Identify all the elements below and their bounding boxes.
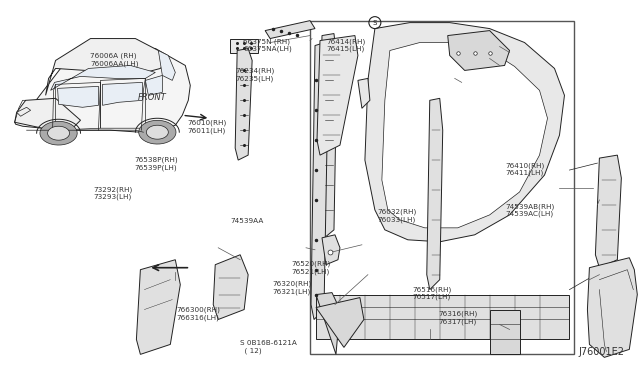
Text: 76520(RH)
76521(LH): 76520(RH) 76521(LH) bbox=[291, 260, 330, 275]
Polygon shape bbox=[15, 45, 190, 132]
Text: FRONT: FRONT bbox=[138, 93, 167, 102]
Text: 76320(RH)
76321(LH): 76320(RH) 76321(LH) bbox=[272, 281, 311, 295]
Polygon shape bbox=[322, 235, 340, 265]
Text: 74539AA: 74539AA bbox=[230, 218, 264, 224]
Polygon shape bbox=[47, 126, 70, 140]
Polygon shape bbox=[15, 98, 81, 128]
Text: 76410(RH)
76411(LH): 76410(RH) 76411(LH) bbox=[505, 162, 545, 176]
Polygon shape bbox=[147, 125, 168, 139]
Polygon shape bbox=[427, 98, 443, 290]
Text: 76006A (RH)
76006AA(LH): 76006A (RH) 76006AA(LH) bbox=[90, 53, 139, 67]
Polygon shape bbox=[136, 260, 180, 355]
Polygon shape bbox=[358, 78, 370, 108]
Polygon shape bbox=[365, 23, 564, 242]
Polygon shape bbox=[588, 258, 637, 357]
Text: 76234(RH)
76235(LH): 76234(RH) 76235(LH) bbox=[236, 68, 275, 82]
Text: 76414(RH)
76415(LH): 76414(RH) 76415(LH) bbox=[326, 38, 365, 52]
Text: 66375N (RH)
66375NA(LH): 66375N (RH) 66375NA(LH) bbox=[243, 38, 292, 52]
Polygon shape bbox=[158, 51, 175, 80]
Text: 74539AB(RH)
74539AC(LH): 74539AB(RH) 74539AC(LH) bbox=[505, 203, 554, 217]
Polygon shape bbox=[213, 255, 248, 320]
Text: 76538P(RH)
76539P(LH): 76538P(RH) 76539P(LH) bbox=[135, 157, 179, 171]
Text: S 0B16B-6121A
  ( 12): S 0B16B-6121A ( 12) bbox=[240, 340, 297, 354]
Text: J76001E2: J76001E2 bbox=[579, 347, 625, 357]
Polygon shape bbox=[45, 39, 165, 95]
Polygon shape bbox=[316, 295, 570, 339]
Text: 766300(RH)
766316(LH): 766300(RH) 766316(LH) bbox=[176, 307, 220, 321]
Text: 76316(RH)
76317(LH): 76316(RH) 76317(LH) bbox=[438, 311, 477, 324]
Text: 76010(RH)
76011(LH): 76010(RH) 76011(LH) bbox=[188, 120, 227, 134]
Text: 76032(RH)
76033(LH): 76032(RH) 76033(LH) bbox=[378, 209, 417, 223]
Polygon shape bbox=[595, 155, 621, 268]
Polygon shape bbox=[145, 76, 163, 95]
Polygon shape bbox=[317, 36, 358, 155]
Polygon shape bbox=[316, 298, 364, 347]
Polygon shape bbox=[139, 121, 176, 144]
Polygon shape bbox=[490, 310, 520, 355]
Polygon shape bbox=[58, 86, 99, 107]
Polygon shape bbox=[316, 293, 340, 355]
Polygon shape bbox=[318, 33, 337, 240]
Polygon shape bbox=[40, 121, 77, 145]
Polygon shape bbox=[230, 39, 258, 52]
Polygon shape bbox=[102, 82, 142, 105]
Polygon shape bbox=[51, 65, 156, 90]
Text: 76516(RH)
76517(LH): 76516(RH) 76517(LH) bbox=[413, 286, 452, 301]
Text: S: S bbox=[372, 20, 377, 26]
Text: 73292(RH)
73293(LH): 73292(RH) 73293(LH) bbox=[93, 186, 132, 201]
Polygon shape bbox=[382, 42, 547, 228]
Polygon shape bbox=[311, 42, 328, 320]
Polygon shape bbox=[235, 48, 252, 160]
Polygon shape bbox=[265, 20, 315, 39]
Polygon shape bbox=[17, 107, 31, 116]
Polygon shape bbox=[448, 31, 509, 70]
